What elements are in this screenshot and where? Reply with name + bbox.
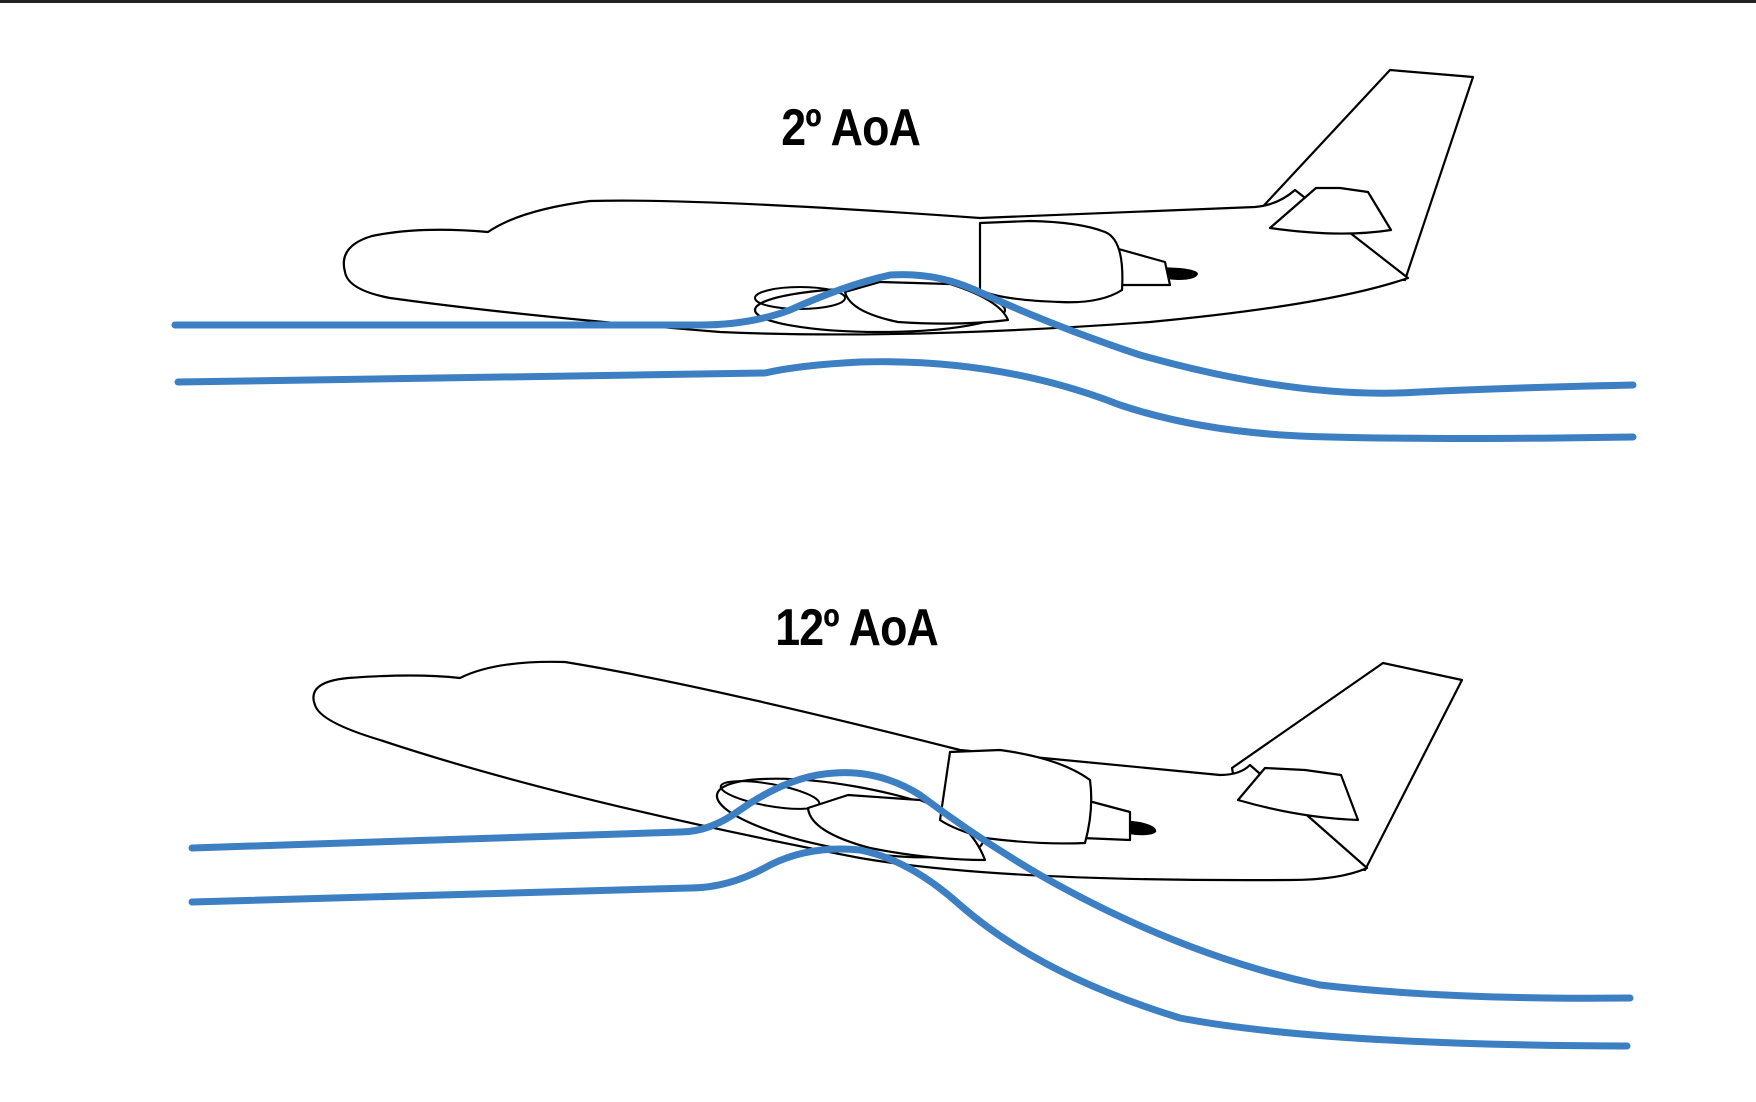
top-border-line	[0, 0, 1756, 3]
aoa-label-bottom: 12º AoA	[775, 599, 939, 657]
streamlines-bottom	[188, 769, 1634, 1050]
aircraft-top-stabilizer	[1268, 186, 1393, 235]
aircraft-top-fuselage	[342, 188, 1410, 336]
aoa-label-top: 2º AoA	[781, 99, 921, 157]
aircraft-top	[342, 68, 1475, 336]
streamline-bottom-upper	[188, 769, 1634, 1002]
streamline-top-upper	[171, 271, 1637, 397]
streamline-bottom-lower	[188, 845, 1631, 1050]
streamline-top-lower	[174, 358, 1637, 442]
streamlines-top	[171, 271, 1637, 442]
aircraft-top-engine	[978, 219, 1124, 304]
aircraft-bottom-stabilizer	[1236, 766, 1360, 822]
aircraft-bottom	[312, 660, 1464, 882]
